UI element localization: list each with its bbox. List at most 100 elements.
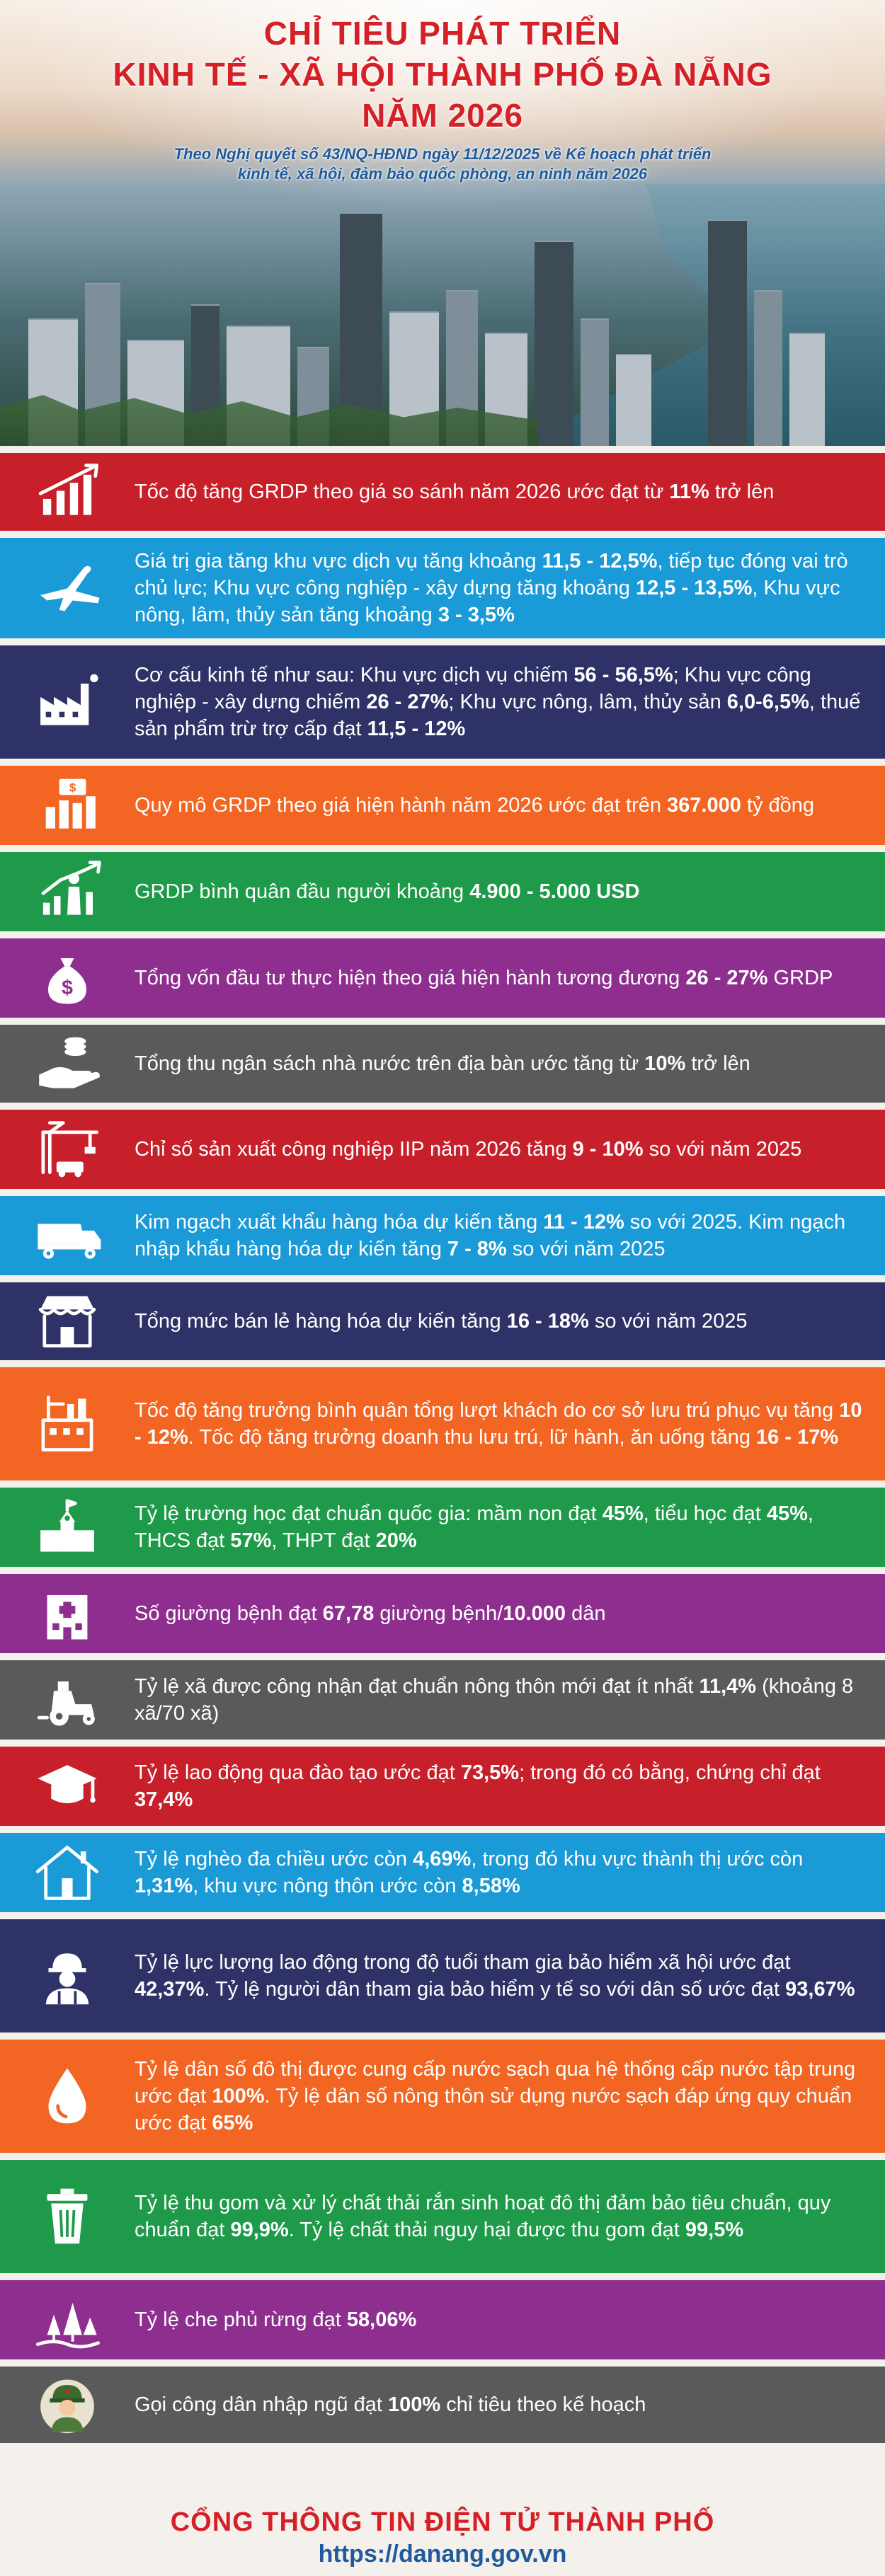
indicator-text: Tỷ lệ thu gom và xử lý chất thải rắn sin… (135, 2190, 885, 2243)
indicator-label: . Tỷ lệ dân số nông thôn sử dụng nước sạ… (135, 2085, 852, 2134)
indicator-text: Số giường bệnh đạt 67,78 giường bệnh/10.… (135, 1600, 885, 1627)
indicator-text: Tỷ lệ nghèo đa chiều ước còn 4,69%, tron… (135, 1846, 885, 1899)
indicator-value: 11 - 12% (543, 1211, 624, 1234)
indicator-value: 11% (669, 481, 709, 503)
indicator-row: Tổng mức bán lẻ hàng hóa dự kiến tăng 16… (0, 1282, 885, 1360)
indicator-value: 42,37% (135, 1978, 205, 2001)
indicator-label: Tỷ lệ che phủ rừng đạt (135, 2308, 347, 2331)
footer: CỔNG THÔNG TIN ĐIỆN TỬ THÀNH PHỐ https:/… (0, 2505, 885, 2576)
indicator-row: Chỉ số sản xuất công nghiệp IIP năm 2026… (0, 1110, 885, 1189)
indicator-label: GRDP bình quân đầu người khoảng (135, 880, 470, 903)
indicator-label: Kim ngạch xuất khẩu hàng hóa dự kiến tăn… (135, 1211, 544, 1234)
indicator-label: . Tỷ lệ chất thải nguy hại được thu gom … (288, 2219, 685, 2241)
person-growth-icon (0, 852, 135, 931)
indicator-row: $ Tổng vốn đầu tư thực hiện theo giá hiện… (0, 938, 885, 1018)
indicator-value: 4.900 - 5.000 USD (469, 880, 640, 903)
indicator-text: GRDP bình quân đầu người khoảng 4.900 - … (135, 878, 885, 905)
indicator-row: Tỷ lệ xã được công nhận đạt chuẩn nông t… (0, 1660, 885, 1740)
indicator-label: chỉ tiêu theo kế hoạch (440, 2393, 646, 2416)
indicator-text: Giá trị gia tăng khu vực dịch vụ tăng kh… (135, 548, 885, 628)
page-title-line-3: NĂM 2026 (362, 97, 523, 134)
indicator-row: Tỷ lệ lực lượng lao động trong độ tuổi t… (0, 1919, 885, 2032)
indicator-label: Tỷ lệ nghèo đa chiều ước còn (135, 1848, 413, 1870)
indicator-list: Tốc độ tăng GRDP theo giá so sánh năm 20… (0, 453, 885, 2450)
factory-icon (0, 645, 135, 759)
indicator-row: Tỷ lệ nghèo đa chiều ước còn 4,69%, tron… (0, 1833, 885, 1912)
indicator-value: 99,9% (230, 2219, 289, 2241)
indicator-label: , Khu vực nông, lâm, thủy sản tăng khoản… (135, 577, 840, 626)
soldier-icon (0, 2367, 135, 2443)
indicator-row: Số giường bệnh đạt 67,78 giường bệnh/10.… (0, 1574, 885, 1653)
indicator-value: 16 - 17% (756, 1426, 839, 1449)
money-bag-icon: $ (0, 938, 135, 1018)
indicator-label: , khu vực nông thôn ước còn (193, 1875, 462, 1897)
indicator-label: Tốc độ tăng trưởng bình quân tổng lượt k… (135, 1399, 840, 1422)
airplane-icon (0, 538, 135, 638)
indicator-label: Tổng mức bán lẻ hàng hóa dự kiến tăng (135, 1310, 507, 1333)
indicator-label: ; Khu vực nông, lâm, thủy sản (448, 691, 727, 713)
indicator-label: Số giường bệnh đạt (135, 1602, 323, 1625)
svg-text:$: $ (69, 781, 76, 795)
indicator-value: 11,5 - 12% (367, 718, 466, 740)
indicator-value: 37,4% (135, 1788, 193, 1811)
indicator-value: 3 - 3,5% (438, 604, 515, 626)
storefront-icon (0, 1282, 135, 1360)
svg-text:$: $ (62, 977, 73, 999)
indicator-text: Chỉ số sản xuất công nghiệp IIP năm 2026… (135, 1136, 885, 1163)
indicator-value: 10% (644, 1052, 686, 1075)
footer-link[interactable]: https://danang.gov.vn (318, 2541, 567, 2568)
indicator-label: trở lên (685, 1052, 750, 1075)
indicator-label: giường bệnh/ (374, 1602, 503, 1625)
indicator-label: , THPT đạt (271, 1529, 376, 1552)
indicator-label: ; trong đó có bằng, chứng chỉ đạt (519, 1761, 821, 1784)
indicator-label: , thuế sản phẩm trừ trợ cấp đạt (135, 691, 861, 740)
indicator-text: Tốc độ tăng trưởng bình quân tổng lượt k… (135, 1397, 885, 1451)
house-icon (0, 1833, 135, 1912)
crane-icon (0, 1110, 135, 1189)
indicator-value: 9 - 10% (572, 1138, 644, 1161)
trash-bin-icon (0, 2160, 135, 2273)
sky-glow (0, 0, 885, 212)
page-title-line-2: KINH TẾ - XÃ HỘI THÀNH PHỐ ĐÀ NẴNG (113, 56, 772, 93)
indicator-row: Tỷ lệ trường học đạt chuẩn quốc gia: mầm… (0, 1488, 885, 1567)
graduation-cap-icon (0, 1747, 135, 1826)
indicator-text: Tỷ lệ che phủ rừng đạt 58,06% (135, 2306, 885, 2333)
indicator-value: 100% (387, 2393, 441, 2416)
indicator-label: Tỷ lệ lực lượng lao động trong độ tuổi t… (135, 1951, 791, 1974)
indicator-row: Giá trị gia tăng khu vực dịch vụ tăng kh… (0, 538, 885, 638)
indicator-text: Quy mô GRDP theo giá hiện hành năm 2026 … (135, 792, 885, 819)
indicator-row: Tỷ lệ lao động qua đào tạo ước đạt 73,5%… (0, 1747, 885, 1826)
indicator-text: Tỷ lệ lực lượng lao động trong độ tuổi t… (135, 1949, 885, 2003)
indicator-row: Cơ cấu kinh tế như sau: Khu vực dịch vụ … (0, 645, 885, 759)
indicator-row: Tỷ lệ che phủ rừng đạt 58,06% (0, 2280, 885, 2359)
header-banner: CHỈ TIÊU PHÁT TRIỂN KINH TẾ - XÃ HỘI THÀ… (0, 0, 885, 446)
water-drop-icon (0, 2040, 135, 2153)
indicator-label: trở lên (709, 481, 775, 503)
indicator-value: 99,5% (685, 2219, 744, 2241)
indicator-label: ; Khu vực công nghiệp - xây dựng chiếm (135, 664, 811, 713)
subtitle-line-1: Theo Nghị quyết số 43/NQ-HĐND ngày 11/12… (173, 145, 712, 163)
hand-coins-icon (0, 1025, 135, 1103)
indicator-text: Kim ngạch xuất khẩu hàng hóa dự kiến tăn… (135, 1209, 885, 1263)
indicator-text: Tổng thu ngân sách nhà nước trên địa bàn… (135, 1050, 885, 1077)
indicator-value: 8,58% (462, 1875, 520, 1897)
indicator-value: 26 - 27% (366, 691, 449, 713)
indicator-label: dân (566, 1602, 606, 1625)
indicator-label: Tổng thu ngân sách nhà nước trên địa bàn… (135, 1052, 645, 1075)
indicator-row: $ Quy mô GRDP theo giá hiện hành năm 2026… (0, 766, 885, 845)
indicator-label: Gọi công dân nhập ngũ đạt (135, 2393, 388, 2416)
indicator-label: so với năm 2025 (588, 1310, 748, 1333)
indicator-label: Giá trị gia tăng khu vực dịch vụ tăng kh… (135, 550, 542, 573)
indicator-value: 4,69% (413, 1848, 472, 1870)
indicator-value: 16 - 18% (506, 1310, 589, 1333)
subtitle-line-2: kinh tế, xã hội, đảm bảo quốc phòng, an … (237, 165, 648, 183)
indicator-label: Quy mô GRDP theo giá hiện hành năm 2026 … (135, 794, 668, 817)
indicator-value: 73,5% (460, 1761, 520, 1784)
indicator-value: 67,78 (322, 1602, 375, 1625)
indicator-value: 10.000 (503, 1602, 566, 1625)
indicator-value: 57% (230, 1529, 272, 1552)
money-bars-icon: $ (0, 766, 135, 845)
footer-title: CỔNG THÔNG TIN ĐIỆN TỬ THÀNH PHỐ (170, 2507, 715, 2537)
indicator-label: Tỷ lệ xã được công nhận đạt chuẩn nông t… (135, 1675, 700, 1698)
indicator-text: Tốc độ tăng GRDP theo giá so sánh năm 20… (135, 478, 885, 505)
